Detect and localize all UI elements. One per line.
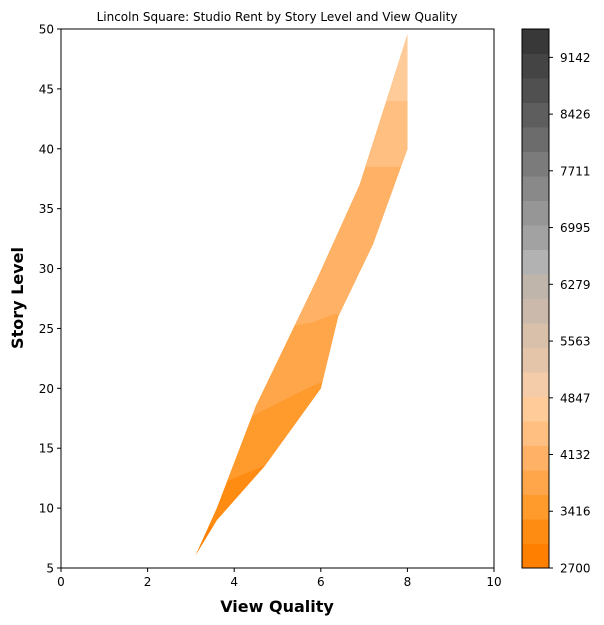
colorbar-tick-label: 9142 xyxy=(560,51,591,65)
y-tick-label: 5 xyxy=(46,562,54,576)
plot-frame xyxy=(60,28,495,569)
colorbar-segment xyxy=(522,543,549,569)
chart-title: Lincoln Square: Studio Rent by Story Lev… xyxy=(97,10,458,24)
colorbar-tick-label: 4132 xyxy=(560,448,591,462)
y-tick-label: 30 xyxy=(39,262,54,276)
colorbar-tick-label: 2700 xyxy=(560,562,591,576)
colorbar-ticks: 2700 3416 4132 4847 5563 6279 6995 7711 8426 9142 xyxy=(549,51,591,576)
plot-area xyxy=(61,29,494,568)
x-tick-label: 4 xyxy=(230,575,238,589)
colorbar-tick-label: 6995 xyxy=(560,221,591,235)
y-tick-label: 15 xyxy=(39,442,54,456)
x-tick-label: 8 xyxy=(404,575,412,589)
x-axis: 0 2 4 6 8 10 xyxy=(57,568,502,589)
colorbar-frame xyxy=(521,28,550,569)
x-tick-label: 6 xyxy=(317,575,325,589)
colorbar-segment xyxy=(522,347,549,373)
y-tick-label: 35 xyxy=(39,202,54,216)
colorbar-segment xyxy=(522,29,549,54)
colorbar xyxy=(522,29,549,569)
x-tick-label: 2 xyxy=(144,575,152,589)
colorbar-segment xyxy=(522,249,549,275)
colorbar-segment xyxy=(522,200,549,226)
colorbar-segment xyxy=(522,372,549,397)
colorbar-segment xyxy=(522,225,549,250)
colorbar-segment xyxy=(522,78,549,103)
x-tick-label: 0 xyxy=(57,575,65,589)
colorbar-segment xyxy=(522,102,549,128)
colorbar-tick-label: 4847 xyxy=(560,391,591,405)
colorbar-segment xyxy=(522,421,549,446)
colorbar-segment xyxy=(522,298,549,324)
y-tick-label: 45 xyxy=(39,82,54,96)
colorbar-segment xyxy=(522,519,549,544)
colorbar-tick-label: 5563 xyxy=(560,335,591,349)
y-axis: 5 10 15 20 25 30 35 40 45 50 xyxy=(39,23,61,576)
x-axis-label: View Quality xyxy=(220,597,334,616)
y-tick-label: 10 xyxy=(39,502,54,516)
y-tick-label: 40 xyxy=(39,142,54,156)
colorbar-segment xyxy=(522,176,549,201)
colorbar-tick-label: 8426 xyxy=(560,108,591,122)
colorbar-tick-label: 3416 xyxy=(560,505,591,519)
y-tick-label: 25 xyxy=(39,322,54,336)
colorbar-tick-label: 7711 xyxy=(560,164,591,178)
colorbar-segment xyxy=(522,396,549,422)
y-tick-label: 50 xyxy=(39,23,54,37)
colorbar-segment xyxy=(522,53,549,79)
colorbar-segment xyxy=(522,323,549,348)
colorbar-segment xyxy=(522,151,549,177)
x-tick-label: 10 xyxy=(486,575,501,589)
colorbar-tick-label: 6279 xyxy=(560,278,591,292)
y-axis-label: Story Level xyxy=(8,247,27,349)
colorbar-segment xyxy=(522,274,549,299)
y-tick-label: 20 xyxy=(39,382,54,396)
colorbar-segment xyxy=(522,445,549,471)
colorbar-segment xyxy=(522,470,549,495)
colorbar-segment xyxy=(522,494,549,520)
colorbar-segment xyxy=(522,127,549,152)
